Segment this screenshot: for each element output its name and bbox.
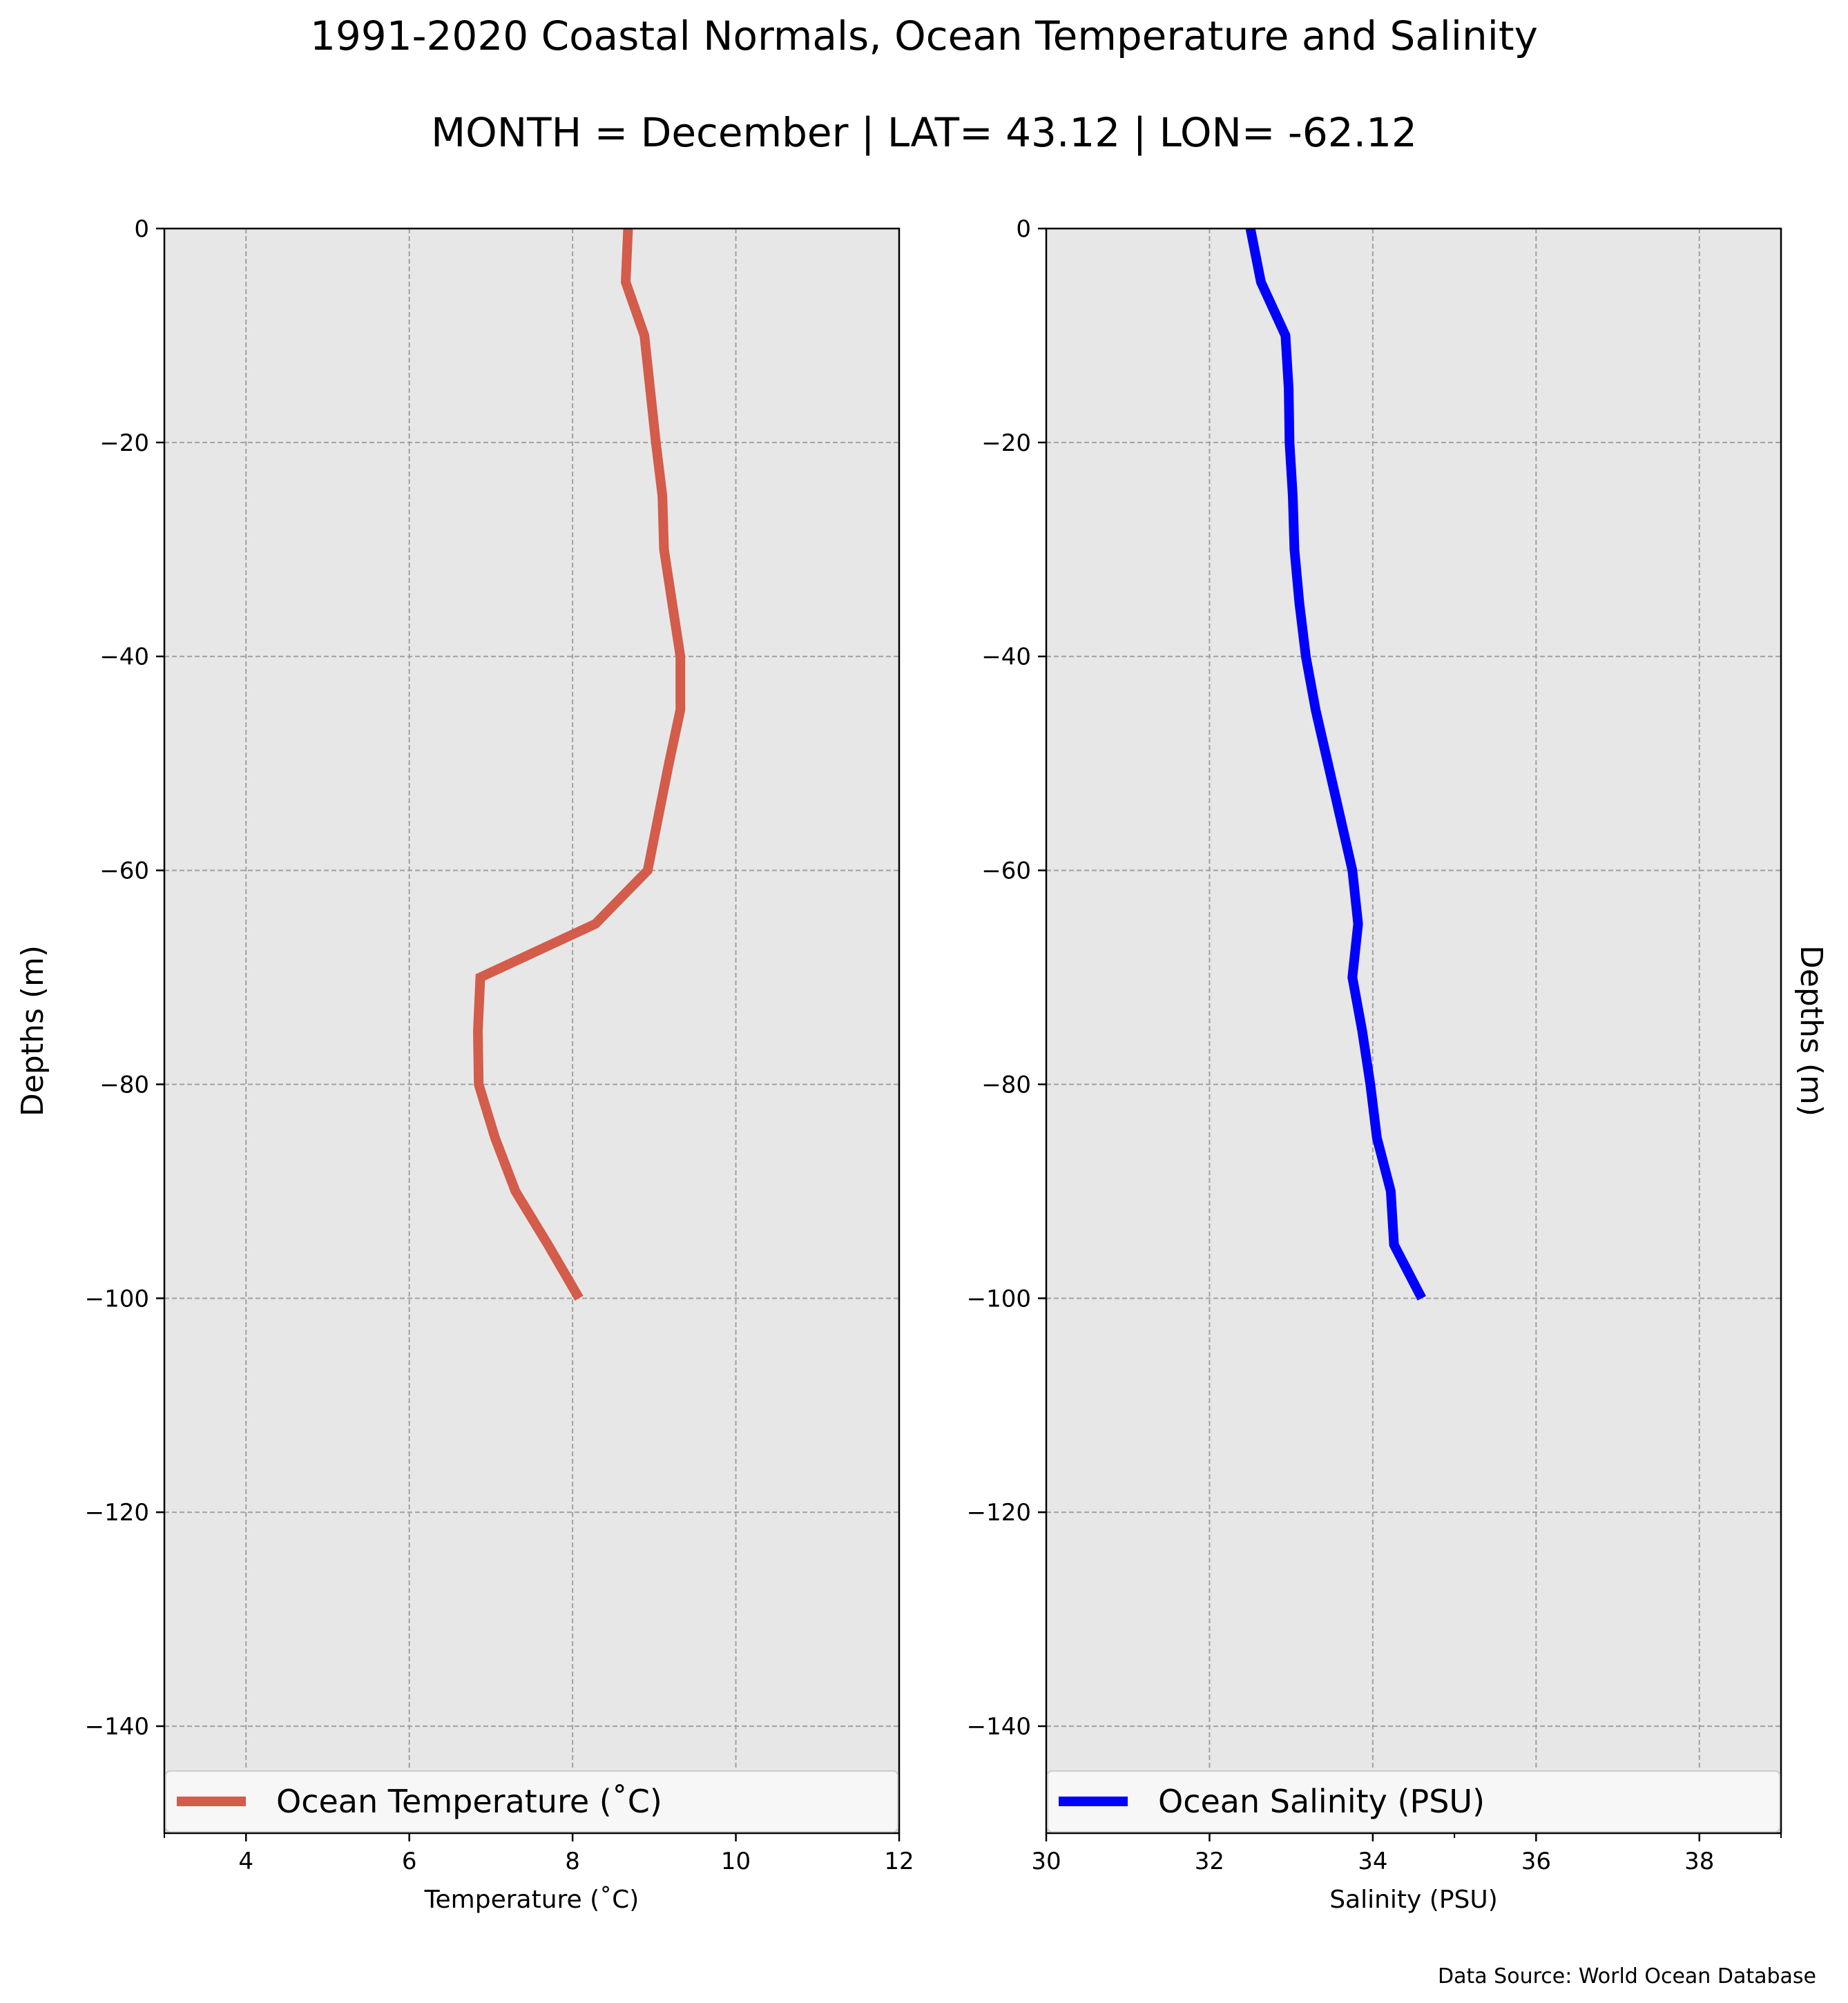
y-tick-label: −140 bbox=[85, 1713, 149, 1741]
figure-subtitle: MONTH = December | LAT= 43.12 | LON= -62… bbox=[431, 109, 1417, 156]
x-tick-label: 6 bbox=[402, 1848, 417, 1875]
y-tick-label: −60 bbox=[99, 858, 149, 885]
legend-label: Ocean Salinity (PSU) bbox=[1158, 1783, 1485, 1820]
plot-area bbox=[1046, 229, 1781, 1833]
y-tick-label: 0 bbox=[134, 215, 149, 243]
y-tick-label: −60 bbox=[981, 858, 1031, 885]
axes-frame bbox=[163, 227, 901, 1835]
y-tick-label: −40 bbox=[981, 644, 1031, 671]
y-tick-label: −120 bbox=[967, 1499, 1031, 1527]
plot-area bbox=[164, 229, 899, 1833]
data-source-note: Data Source: World Ocean Database bbox=[1438, 1964, 1816, 1989]
y-axis-label: Depths (m) bbox=[15, 945, 50, 1116]
legend-box bbox=[1047, 1770, 1780, 1832]
y-tick-label: −100 bbox=[85, 1285, 149, 1313]
x-tick-label: 34 bbox=[1358, 1848, 1387, 1875]
y-tick-label: −40 bbox=[99, 644, 149, 671]
y-tick-label: −20 bbox=[99, 429, 149, 457]
axes-frame bbox=[1045, 227, 1782, 1835]
x-tick-label: 32 bbox=[1195, 1848, 1224, 1875]
y-tick-label: −120 bbox=[85, 1499, 149, 1527]
series-line bbox=[1245, 227, 1427, 1301]
y-tick-label: −140 bbox=[967, 1713, 1031, 1741]
figure-title: 1991-2020 Coastal Normals, Ocean Tempera… bbox=[310, 12, 1538, 59]
y-tick-label: −80 bbox=[99, 1071, 149, 1099]
y-tick-label: 0 bbox=[1016, 215, 1031, 243]
x-axis-label: Temperature (˚C) bbox=[424, 1886, 639, 1914]
legend-box bbox=[165, 1770, 898, 1832]
salinity-profile-chart: Ocean Salinity (PSU) 30 32 34 36 38 0 −20 −40 −60… bbox=[967, 215, 1829, 1914]
x-axis-label: Salinity (PSU) bbox=[1329, 1886, 1498, 1914]
temperature-profile-chart: Ocean Temperature (˚C) 4 6 8 10 12 0 −20 −40 −60 −… bbox=[15, 215, 914, 1914]
y-tick-label: −80 bbox=[981, 1071, 1031, 1099]
x-tick-label: 10 bbox=[721, 1848, 751, 1875]
legend-label: Ocean Temperature (˚C) bbox=[276, 1783, 662, 1820]
x-tick-label: 12 bbox=[884, 1848, 914, 1875]
x-tick-label: 36 bbox=[1521, 1848, 1551, 1875]
x-tick-label: 8 bbox=[565, 1848, 580, 1875]
series-line bbox=[472, 228, 686, 1301]
x-tick-label: 4 bbox=[238, 1848, 253, 1875]
y-tick-label: −100 bbox=[967, 1285, 1031, 1313]
x-tick-label: 38 bbox=[1684, 1848, 1714, 1875]
y-tick-label: −20 bbox=[981, 429, 1031, 457]
x-tick-label: 30 bbox=[1031, 1848, 1061, 1875]
y-axis-label: Depths (m) bbox=[1793, 945, 1829, 1116]
